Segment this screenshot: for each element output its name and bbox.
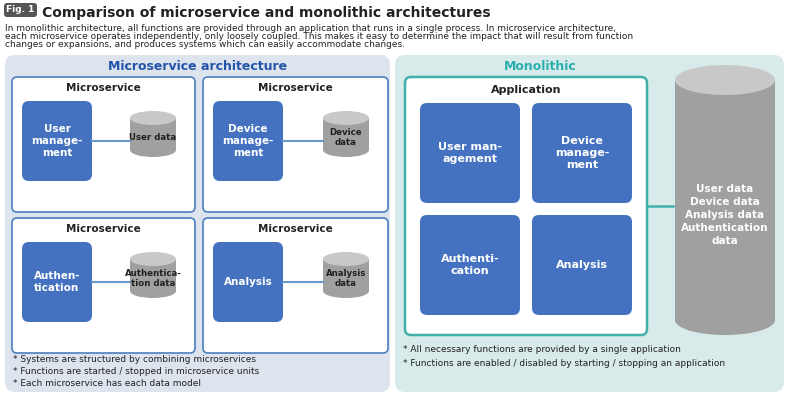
FancyBboxPatch shape: [213, 242, 283, 322]
Text: Authentica-
tion data: Authentica- tion data: [125, 269, 181, 288]
Text: Microservice: Microservice: [66, 83, 141, 93]
Text: Monolithic: Monolithic: [503, 60, 577, 73]
Text: Microservice: Microservice: [258, 224, 333, 234]
Text: Device
data: Device data: [330, 128, 362, 147]
Text: User data
Device data
Analysis data
Authentication
data: User data Device data Analysis data Auth…: [681, 183, 768, 247]
FancyBboxPatch shape: [4, 3, 37, 17]
Ellipse shape: [323, 252, 369, 266]
Text: * All necessary functions are provided by a single application: * All necessary functions are provided b…: [403, 345, 681, 355]
Text: User data: User data: [129, 133, 177, 142]
Text: Authen-
tication: Authen- tication: [34, 271, 80, 293]
Text: In monolithic architecture, all functions are provided through an application th: In monolithic architecture, all function…: [5, 24, 616, 33]
Text: * Each microservice has each data model: * Each microservice has each data model: [13, 378, 201, 387]
FancyBboxPatch shape: [395, 55, 784, 392]
FancyBboxPatch shape: [22, 242, 92, 322]
Bar: [323, 118, 369, 150]
Text: Device
manage-
ment: Device manage- ment: [555, 136, 609, 170]
Text: Application: Application: [491, 85, 561, 95]
FancyBboxPatch shape: [203, 218, 388, 353]
Ellipse shape: [675, 305, 775, 335]
Text: * Functions are enabled / disabled by starting / stopping an application: * Functions are enabled / disabled by st…: [403, 360, 725, 368]
FancyBboxPatch shape: [405, 77, 647, 335]
Text: each microservice operates independently, only loosely coupled. This makes it ea: each microservice operates independently…: [5, 32, 633, 41]
Text: * Functions are started / stopped in microservice units: * Functions are started / stopped in mic…: [13, 366, 260, 376]
Text: Device
manage-
ment: Device manage- ment: [222, 123, 274, 158]
Bar: [323, 259, 369, 291]
FancyBboxPatch shape: [12, 218, 195, 353]
Ellipse shape: [675, 65, 775, 95]
Text: Analysis: Analysis: [556, 260, 608, 270]
FancyBboxPatch shape: [5, 55, 390, 392]
Text: Microservice architecture: Microservice architecture: [108, 60, 287, 73]
Bar: [130, 259, 176, 291]
Ellipse shape: [130, 252, 176, 266]
Ellipse shape: [323, 284, 369, 298]
Text: Microservice: Microservice: [66, 224, 141, 234]
FancyBboxPatch shape: [22, 101, 92, 181]
Text: * Systems are structured by combining microservices: * Systems are structured by combining mi…: [13, 355, 256, 364]
Ellipse shape: [130, 284, 176, 298]
Text: Fig. 1: Fig. 1: [6, 6, 35, 15]
FancyBboxPatch shape: [420, 215, 520, 315]
Text: Analysis: Analysis: [223, 277, 272, 287]
Ellipse shape: [130, 143, 176, 157]
Ellipse shape: [130, 111, 176, 125]
Text: Microservice: Microservice: [258, 83, 333, 93]
FancyBboxPatch shape: [532, 215, 632, 315]
Ellipse shape: [323, 143, 369, 157]
FancyBboxPatch shape: [532, 103, 632, 203]
Text: Comparison of microservice and monolithic architectures: Comparison of microservice and monolithi…: [42, 6, 491, 19]
Text: changes or expansions, and produces systems which can easily accommodate changes: changes or expansions, and produces syst…: [5, 40, 405, 49]
Bar: [130, 118, 176, 150]
FancyBboxPatch shape: [12, 77, 195, 212]
Bar: [675, 80, 775, 320]
FancyBboxPatch shape: [213, 101, 283, 181]
Ellipse shape: [323, 111, 369, 125]
Text: Analysis
data: Analysis data: [326, 269, 366, 288]
Text: User man-
agement: User man- agement: [438, 142, 502, 164]
Text: Authenti-
cation: Authenti- cation: [441, 254, 499, 276]
FancyBboxPatch shape: [203, 77, 388, 212]
Text: User
manage-
ment: User manage- ment: [32, 123, 83, 158]
FancyBboxPatch shape: [420, 103, 520, 203]
